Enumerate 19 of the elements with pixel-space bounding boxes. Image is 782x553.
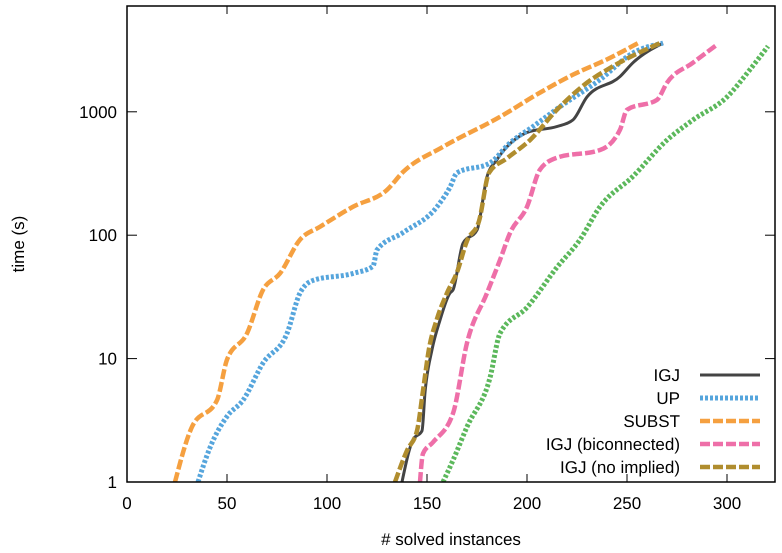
y-tick-label: 10 [98, 350, 117, 369]
y-axis-title: time (s) [9, 216, 28, 272]
y-tick-label: 1 [108, 473, 117, 492]
legend-label: SUBST [623, 412, 680, 431]
x-tick-label: 100 [312, 494, 342, 513]
x-axis-title: # solved instances [381, 530, 521, 549]
x-tick-label: 150 [412, 494, 442, 513]
legend-label: IGJ (biconnected) [546, 435, 680, 454]
legend-label: UP [656, 389, 680, 408]
x-tick-label: 300 [712, 494, 742, 513]
legend-label: IGJ [654, 366, 680, 385]
x-tick-label: 250 [612, 494, 642, 513]
x-tick-label: 200 [512, 494, 542, 513]
legend-label: IGJ (no implied) [560, 458, 680, 477]
y-tick-label: 1000 [79, 102, 117, 122]
line-series [418, 42, 720, 482]
x-tick-label: 0 [122, 494, 132, 513]
x-tick-label: 50 [218, 494, 236, 513]
y-tick-label: 100 [88, 226, 117, 246]
